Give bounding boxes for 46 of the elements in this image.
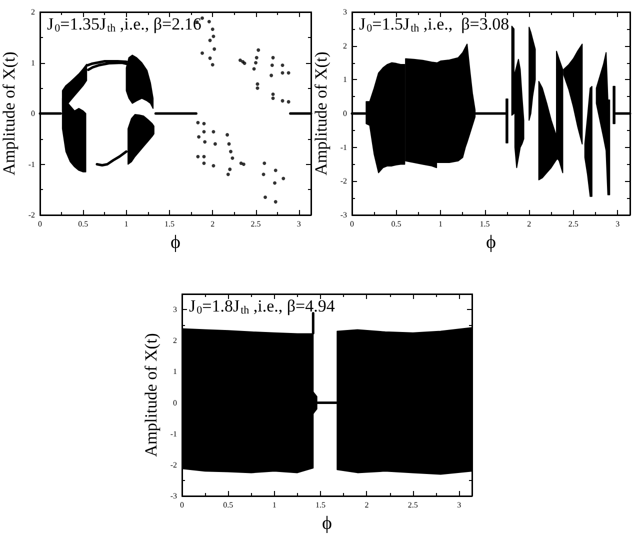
x-tick-label: 2 (210, 220, 215, 228)
y-tick-label: 3 (173, 305, 177, 314)
y-tick-label: 0 (173, 398, 177, 408)
y-tick-label: -1 (28, 160, 35, 169)
y-tick-label: -1 (340, 142, 347, 152)
x-tick-label: 1.5 (316, 500, 326, 510)
x-tick-label: 2 (527, 220, 532, 228)
y-tick-label: 2 (31, 8, 35, 16)
x-tick-label: 2.5 (408, 500, 418, 510)
x-tick-label: 1.5 (480, 220, 490, 228)
y-tick-label: -3 (340, 210, 347, 220)
x-tick-label: 0.5 (391, 220, 402, 228)
x-axis-title: ϕ (486, 232, 496, 253)
y-tick-label: 2 (173, 336, 177, 346)
y-tick-label: 1 (173, 367, 177, 376)
y-axis-title: Amplitude of X(t) (141, 333, 160, 457)
y-tick-label: -1 (170, 429, 177, 438)
x-tick-label: 3 (616, 220, 620, 228)
x-tick-label: 0 (180, 500, 184, 510)
y-tick-label: -3 (170, 492, 177, 500)
y-tick-label: 2 (343, 41, 347, 50)
y-tick-label: 1 (343, 75, 347, 84)
x-tick-label: 2 (364, 500, 369, 510)
x-tick-label: 1.5 (164, 220, 174, 228)
y-tick-label: -2 (170, 460, 177, 470)
y-tick-label: 0 (31, 109, 35, 118)
y-tick-label: 1 (31, 58, 35, 68)
y-tick-label: 0 (343, 109, 347, 118)
y-tick-label: -2 (28, 210, 35, 220)
x-tick-label: 2.5 (250, 220, 261, 228)
x-tick-label: 1 (272, 500, 276, 510)
x-tick-label: 2.5 (568, 220, 578, 228)
x-tick-label: 0 (350, 220, 354, 228)
x-tick-label: 3 (457, 500, 462, 510)
x-tick-label: 3 (296, 220, 301, 228)
x-tick-label: 1 (438, 220, 443, 228)
x-axis-title: ϕ (170, 232, 181, 253)
x-axis-title: ϕ (322, 512, 332, 534)
x-tick-label: 0.5 (223, 500, 234, 510)
y-axis-title: Amplitude of X(t) (311, 52, 330, 176)
y-tick-label: 3 (343, 8, 347, 16)
x-tick-label: 0.5 (78, 220, 88, 228)
x-tick-label: 1 (124, 220, 128, 228)
y-tick-label: -2 (340, 176, 347, 186)
x-tick-label: 0 (38, 220, 42, 228)
y-axis-title: Amplitude of X(t) (0, 52, 18, 176)
